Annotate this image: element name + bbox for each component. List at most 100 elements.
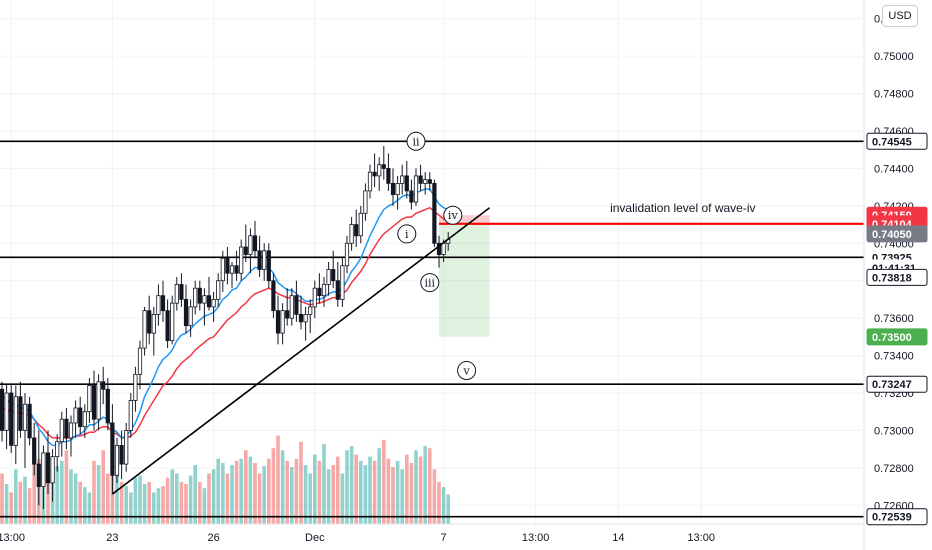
candle-body xyxy=(220,257,225,282)
volume-bar xyxy=(441,487,446,524)
volume-bar xyxy=(55,466,59,524)
candle-body xyxy=(229,265,235,274)
volume-bar xyxy=(244,450,248,524)
candle-body xyxy=(427,179,432,184)
candle-body xyxy=(381,164,386,169)
candle-body xyxy=(216,280,221,300)
time-tick-label: 14 xyxy=(612,532,624,544)
volume-bar xyxy=(124,486,128,524)
volume-bar xyxy=(230,465,234,524)
candle-body xyxy=(147,310,152,334)
candle-body xyxy=(354,224,359,237)
volume-bar xyxy=(18,481,23,524)
wave-label-text: iii xyxy=(425,277,436,290)
volume-bar xyxy=(354,454,358,524)
price-label-text: 0.73818 xyxy=(872,272,912,284)
volume-bar xyxy=(101,450,105,524)
volume-bar xyxy=(14,469,18,524)
price-label-tag xyxy=(866,132,928,150)
volume-bar xyxy=(313,454,317,524)
volume-bar xyxy=(156,488,161,524)
volume-bar xyxy=(446,494,450,524)
volume-bar xyxy=(133,477,138,524)
candle-body xyxy=(275,310,281,334)
volume-bar xyxy=(340,473,345,524)
volume-bar xyxy=(405,454,409,524)
candle-body xyxy=(367,171,373,192)
volume-bar xyxy=(138,475,142,524)
volume-bar xyxy=(129,492,133,524)
candle-body xyxy=(206,295,212,308)
volume-bar xyxy=(69,469,73,524)
candle-body xyxy=(326,269,331,285)
candle-body xyxy=(4,392,9,431)
candle-body xyxy=(9,392,14,446)
volume-bar xyxy=(372,460,377,524)
volume-bar xyxy=(267,458,271,524)
wave-label-circle xyxy=(406,131,426,151)
price-label-text: 0.72539 xyxy=(872,512,912,524)
candle-body xyxy=(78,407,83,428)
volume-bar xyxy=(207,473,211,524)
candle-body xyxy=(386,168,391,184)
time-tick-label: 7 xyxy=(441,532,447,544)
volume-bar xyxy=(73,473,78,524)
time-tick-label: 23 xyxy=(106,532,118,544)
volume-bar xyxy=(276,435,280,524)
candle-body xyxy=(262,250,267,270)
volume-bar xyxy=(271,448,276,524)
candle-body xyxy=(294,295,299,315)
moving-averages xyxy=(1,188,449,447)
volume-bar xyxy=(317,460,322,524)
volume-bar xyxy=(414,450,418,524)
candles xyxy=(0,145,451,510)
volume-bar xyxy=(386,458,391,524)
volume-bar xyxy=(23,476,27,524)
price-label-tag xyxy=(866,508,928,526)
volume-bar xyxy=(363,465,368,524)
invalidation-annotation: invalidation level of wave-iv xyxy=(610,201,755,215)
candle-body xyxy=(308,306,313,315)
currency-button[interactable]: USD xyxy=(882,5,918,27)
candle-body xyxy=(124,430,129,465)
volume-bar xyxy=(326,469,331,524)
candle-body xyxy=(436,242,442,255)
candle-body xyxy=(18,396,23,431)
volume-bar xyxy=(285,460,289,524)
candle-body xyxy=(82,411,87,428)
price-axis: 0.752000.750000.748000.746000.744000.742… xyxy=(874,14,914,513)
candle-body xyxy=(344,242,350,267)
wave-label-circle xyxy=(420,273,440,293)
price-tick-label: 0.75000 xyxy=(874,51,914,63)
volume-bar xyxy=(96,465,101,524)
candle-body xyxy=(358,212,363,237)
volume-bar xyxy=(331,465,335,524)
volume-bar xyxy=(92,460,96,524)
price-label-tag xyxy=(866,375,928,393)
price-label-tag xyxy=(866,328,928,346)
candle-body xyxy=(340,265,345,300)
volume-bar xyxy=(152,492,156,524)
candle-body xyxy=(239,246,244,274)
volume-bar xyxy=(377,448,381,524)
price-tick-label: 0.73600 xyxy=(874,313,914,325)
trendline xyxy=(111,207,491,495)
candle-body xyxy=(188,306,193,327)
candle-body xyxy=(234,265,239,274)
volume-bar xyxy=(184,484,188,524)
wave-label-text: i xyxy=(405,228,409,241)
candle-body xyxy=(105,388,110,424)
volume-bar xyxy=(262,466,266,524)
volume-bar xyxy=(221,462,225,524)
candle-body xyxy=(298,313,304,323)
candle-body xyxy=(45,452,51,484)
volume-bar xyxy=(437,481,441,524)
candle-body xyxy=(179,284,184,300)
volume-bar xyxy=(234,460,239,524)
candle-body xyxy=(13,396,18,446)
stop-loss-zone xyxy=(439,215,490,224)
candle-body xyxy=(55,441,60,458)
volume-bar xyxy=(336,456,340,524)
plot-area xyxy=(0,0,864,524)
